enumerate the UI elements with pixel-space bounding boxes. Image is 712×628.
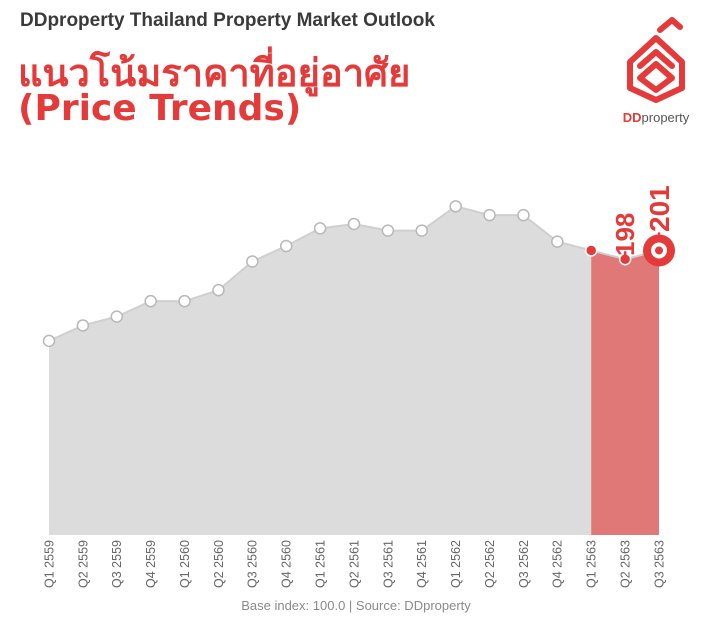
- annotation-label: 201: [644, 185, 675, 232]
- data-point: [76, 319, 90, 332]
- data-point: [415, 224, 429, 237]
- x-tick-label: Q4 2562: [551, 540, 565, 588]
- data-point: [347, 217, 361, 231]
- header-kicker: DDproperty Thailand Property Market Outl…: [20, 10, 435, 31]
- data-point: [42, 334, 56, 348]
- highlight-area: [591, 250, 659, 536]
- x-tick-label: Q2 2560: [212, 540, 226, 588]
- data-point: [144, 294, 157, 308]
- annotation-label: 198: [610, 213, 640, 256]
- x-tick-label: Q3 2563: [652, 540, 666, 588]
- brand-name-rest: property: [641, 110, 690, 125]
- x-tick-label: Q2 2562: [483, 540, 497, 588]
- data-point: [584, 244, 598, 257]
- x-tick-label: Q3 2560: [246, 540, 260, 588]
- data-point: [212, 283, 225, 297]
- ddproperty-logo-icon: [627, 17, 685, 103]
- x-tick-label: Q3 2562: [517, 540, 531, 588]
- x-tick-label: Q4 2559: [144, 540, 158, 588]
- data-point: [246, 255, 259, 268]
- data-point: [313, 222, 327, 235]
- x-tick-label: Q1 2561: [313, 540, 327, 588]
- data-point: [178, 294, 191, 308]
- area-series: [49, 206, 659, 535]
- x-tick-label: Q4 2560: [280, 540, 294, 588]
- x-tick-label: Q2 2559: [76, 540, 90, 588]
- data-point: [551, 235, 564, 248]
- data-point: [655, 246, 663, 255]
- chart-source-note: Base index: 100.0 | Source: DDproperty: [241, 598, 471, 613]
- brand-name: DDproperty: [616, 110, 696, 125]
- data-point: [483, 208, 496, 222]
- x-tick-label: Q3 2561: [381, 540, 395, 588]
- x-tick-label: Q2 2561: [347, 540, 361, 588]
- data-point: [110, 310, 124, 323]
- x-tick-label: Q1 2562: [449, 540, 463, 588]
- x-tick-label: Q1 2563: [585, 540, 599, 588]
- x-tick-label: Q1 2560: [178, 540, 192, 588]
- page-title-english: (Price Trends): [18, 88, 302, 129]
- x-tick-label: Q2 2563: [618, 540, 632, 588]
- data-point: [381, 224, 395, 237]
- data-point: [279, 239, 293, 253]
- x-tick-label: Q4 2561: [415, 540, 429, 588]
- data-point: [517, 208, 530, 222]
- x-tick-label: Q1 2559: [42, 540, 56, 588]
- data-point: [449, 200, 462, 213]
- brand-logo: DDproperty: [616, 10, 696, 130]
- x-tick-label: Q3 2559: [110, 540, 124, 588]
- page-title-thai: แนวโน้มราคาที่อยู่อาศัย: [18, 51, 411, 95]
- brand-name-bold: DD: [622, 110, 642, 125]
